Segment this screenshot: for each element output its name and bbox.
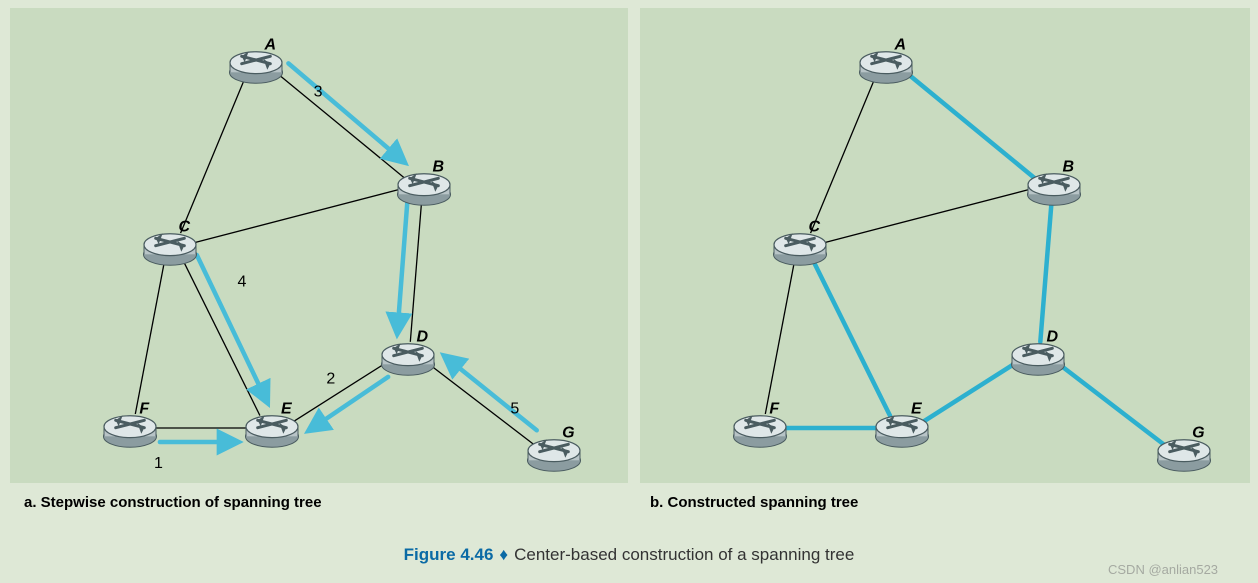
node-label-D: D <box>1047 329 1059 346</box>
node-label-C: C <box>179 219 191 236</box>
node-label-G: G <box>562 425 574 442</box>
figure-canvas: 1 2 3 4 5 A B C D E F G A B C D E F Ga. Stepwise construct… <box>0 0 1258 583</box>
panel-b: A B C D E F G <box>640 8 1250 483</box>
figure-caption-text: Center-based construction of a spanning … <box>514 545 854 564</box>
node-label-F: F <box>769 401 780 418</box>
step-label-5: 5 <box>510 400 519 417</box>
diamond-icon: ♦ <box>499 545 508 564</box>
node-label-E: E <box>281 401 293 418</box>
step-label-2: 2 <box>326 370 335 387</box>
node-label-E: E <box>911 401 923 418</box>
node-label-C: C <box>809 219 821 236</box>
node-label-G: G <box>1192 425 1204 442</box>
step-label-4: 4 <box>237 273 246 290</box>
figure-caption: Figure 4.46 ♦ Center-based construction of… <box>0 545 1258 565</box>
step-label-1: 1 <box>154 455 163 472</box>
watermark: CSDN @anlian523 <box>1108 562 1218 577</box>
node-label-B: B <box>433 159 445 176</box>
node-label-B: B <box>1063 159 1075 176</box>
node-label-D: D <box>417 329 429 346</box>
subcaption-a: a. Stepwise construction of spanning tre… <box>24 494 322 511</box>
subcaption-b: b. Constructed spanning tree <box>650 494 858 511</box>
panel-a: 1 2 3 4 5 A B C D E F G <box>10 8 628 483</box>
figure-number: Figure 4.46 <box>404 545 494 564</box>
node-label-F: F <box>139 401 150 418</box>
node-label-A: A <box>894 37 907 54</box>
node-label-A: A <box>264 37 277 54</box>
step-label-3: 3 <box>314 84 323 101</box>
